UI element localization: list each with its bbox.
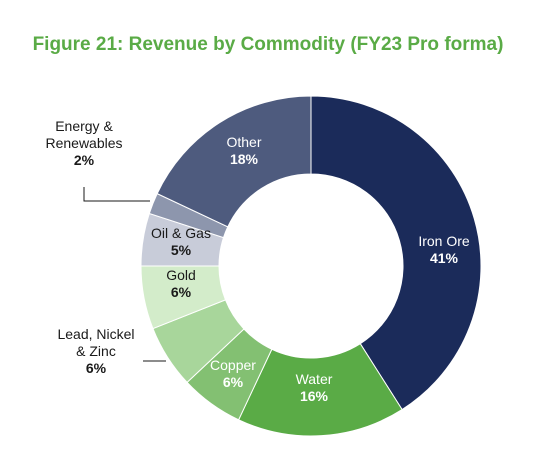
slice-iron-ore [310,95,482,411]
label-name-copper: Copper [210,357,256,373]
label-value-energy-renewables: 2% [74,152,95,168]
label-value-oil-gas: 5% [171,242,192,258]
leader-lines [83,187,166,362]
label-oil-gas: Oil & Gas 5% [151,225,211,258]
label-value-other: 18% [230,151,259,167]
label-name-gold: Gold [166,267,196,283]
label-other: Other 18% [226,134,261,167]
label-name-iron-ore: Iron Ore [418,233,470,249]
slice-other [156,95,312,228]
label-water: Water 16% [296,371,333,404]
label-value-copper: 6% [223,374,244,390]
label-value-water: 16% [300,388,329,404]
label-copper: Copper 6% [210,357,256,390]
chart-title: Figure 21: Revenue by Commodity (FY23 Pr… [32,34,504,55]
label-name-lead-nickel-zinc: Lead, Nickel [57,326,134,342]
slice-labels: Iron Ore 41%Water 16%Copper 6%Lead, Nickel &… [45,118,469,404]
label-value-lead-nickel-zinc: 6% [86,360,107,376]
label-name-water: Water [296,371,333,387]
label-energy-renewables: Energy & Renewables 2% [45,118,122,168]
leader-line-energy-renewables [83,187,150,202]
label-lead-nickel-zinc: Lead, Nickel & Zinc 6% [57,326,134,376]
label-gold: Gold 6% [166,267,196,300]
label-name-oil-gas: Oil & Gas [151,225,211,241]
label-iron-ore: Iron Ore 41% [418,233,470,266]
label-value-gold: 6% [171,284,192,300]
donut-slices [140,95,482,437]
label-name-lead-nickel-zinc: & Zinc [76,343,116,359]
label-name-energy-renewables: Renewables [45,135,122,151]
label-name-energy-renewables: Energy & [55,118,113,134]
label-name-other: Other [226,134,261,150]
label-value-iron-ore: 41% [430,250,459,266]
